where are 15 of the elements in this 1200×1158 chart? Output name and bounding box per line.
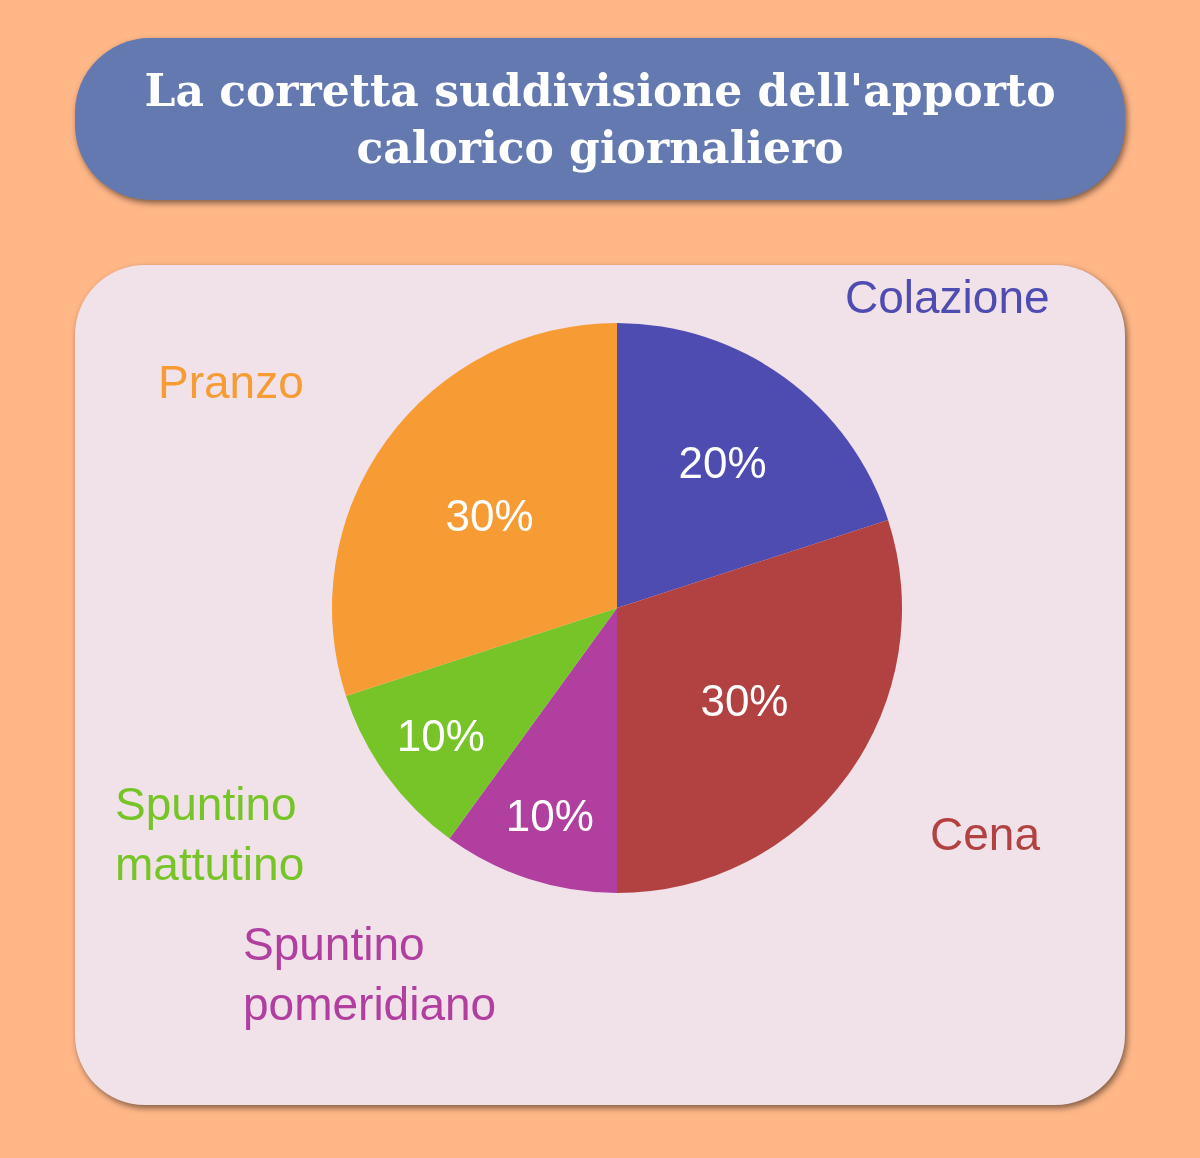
- slice-label: Cena: [930, 808, 1041, 860]
- chart-title: La corretta suddivisione dell'apporto calorico giornaliero: [75, 38, 1125, 200]
- pie-slice: [345, 608, 617, 839]
- slice-label: Spuntino pomeridiano: [243, 918, 497, 1030]
- slice-label: Spuntino mattutino: [115, 778, 305, 890]
- pie-slice: [617, 323, 889, 608]
- data-label: 20%: [678, 438, 767, 488]
- data-label: 10%: [396, 711, 485, 761]
- pie-slice: [332, 323, 617, 697]
- slice-label: Colazione: [845, 271, 1050, 323]
- data-label: 30%: [445, 490, 534, 540]
- data-label: 10%: [505, 790, 594, 840]
- data-label: 30%: [700, 676, 789, 726]
- slice-label: Pranzo: [158, 356, 304, 408]
- pie-slice: [617, 519, 902, 893]
